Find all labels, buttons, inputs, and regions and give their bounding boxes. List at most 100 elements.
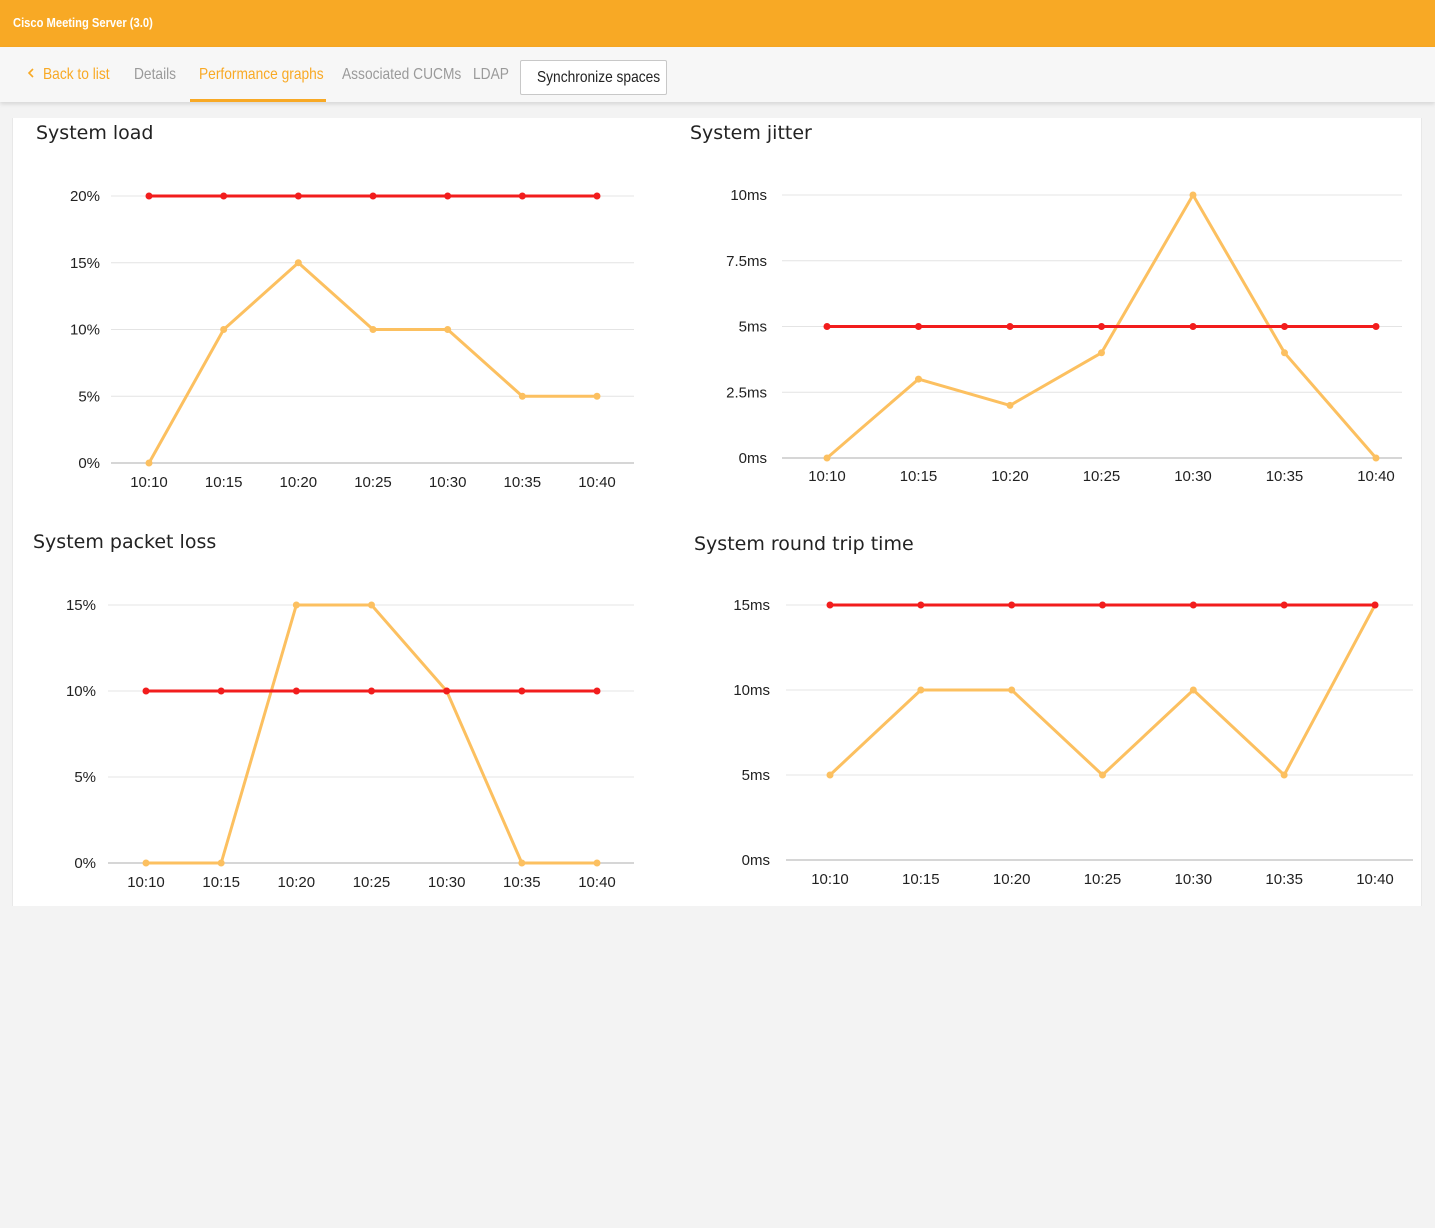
data-point [915, 375, 922, 383]
y-tick-label: 20% [70, 188, 100, 205]
threshold-point [369, 192, 377, 200]
x-tick-label: 10:40 [1356, 871, 1394, 888]
data-point [1372, 454, 1380, 462]
data-point [444, 326, 452, 333]
y-tick-label: 5% [78, 388, 100, 405]
data-point [1189, 191, 1197, 199]
synchronize-spaces-button[interactable]: Synchronize spaces [520, 60, 667, 95]
threshold-point [593, 192, 601, 200]
x-tick-label: 10:10 [130, 474, 168, 491]
x-tick-label: 10:40 [1357, 468, 1395, 485]
threshold-point [593, 687, 601, 695]
threshold-point [1008, 601, 1016, 609]
data-point [1280, 771, 1288, 779]
x-tick-label: 10:10 [808, 468, 846, 485]
threshold-point [915, 323, 922, 330]
back-to-list-link[interactable]: Back to list [43, 66, 110, 83]
threshold-point [443, 687, 451, 695]
data-point [292, 601, 300, 609]
x-tick-label: 10:35 [503, 874, 541, 891]
threshold-point [294, 192, 302, 200]
data-point [823, 454, 831, 462]
x-tick-label: 10:15 [900, 468, 938, 485]
chart-title-system-round-trip-time: System round trip time [694, 533, 914, 555]
threshold-point [826, 601, 834, 609]
data-point [294, 259, 302, 267]
threshold-point [917, 601, 925, 609]
data-point [593, 859, 601, 867]
data-point [1189, 686, 1197, 694]
x-tick-label: 10:35 [1266, 468, 1304, 485]
y-tick-label: 0% [74, 855, 96, 872]
threshold-point [518, 192, 526, 200]
x-tick-label: 10:25 [1084, 871, 1122, 888]
data-point [1006, 401, 1014, 409]
x-tick-label: 10:40 [578, 474, 616, 491]
x-tick-label: 10:30 [1174, 468, 1212, 485]
x-tick-label: 10:20 [993, 871, 1031, 888]
chevron-left-icon[interactable] [27, 66, 35, 80]
x-tick-label: 10:10 [127, 874, 165, 891]
x-tick-label: 10:35 [504, 474, 542, 491]
threshold-point [1099, 601, 1106, 609]
y-tick-label: 10ms [733, 682, 770, 699]
y-tick-label: 5% [74, 769, 96, 786]
chart-title-system-load: System load [36, 122, 154, 144]
threshold-point [444, 192, 452, 200]
tab-details[interactable]: Details [134, 66, 177, 83]
active-tab-indicator [190, 99, 326, 102]
y-tick-label: 0ms [739, 450, 767, 467]
data-point [369, 326, 377, 333]
data-point [220, 326, 228, 333]
threshold-point [1372, 323, 1380, 330]
threshold-point [217, 687, 225, 695]
data-point [1008, 686, 1016, 694]
threshold-point [292, 687, 300, 695]
x-tick-label: 10:25 [1083, 468, 1121, 485]
threshold-point [368, 687, 375, 695]
threshold-point [220, 192, 228, 200]
x-tick-label: 10:30 [428, 874, 466, 891]
data-point [1099, 771, 1106, 779]
y-tick-label: 0ms [742, 852, 770, 869]
x-tick-label: 10:25 [353, 874, 391, 891]
app-title: Cisco Meeting Server (3.0) [13, 15, 153, 30]
synchronize-spaces-label: Synchronize spaces [537, 69, 661, 86]
y-tick-label: 7.5ms [726, 253, 767, 270]
y-tick-label: 5ms [739, 319, 767, 336]
y-tick-label: 10% [66, 683, 96, 700]
data-point [1281, 349, 1288, 357]
threshold-point [1098, 323, 1105, 330]
tab-bar [0, 47, 1435, 102]
data-point [142, 859, 150, 867]
data-point [368, 601, 375, 609]
data-point [1098, 349, 1105, 357]
x-tick-label: 10:15 [902, 871, 940, 888]
tab-ldap[interactable]: LDAP [473, 66, 509, 83]
y-tick-label: 0% [78, 455, 100, 472]
chart-title-system-packet-loss: System packet loss [33, 531, 217, 553]
x-tick-label: 10:35 [1265, 871, 1303, 888]
data-point [518, 392, 526, 400]
tab-associated-cucms[interactable]: Associated CUCMs [342, 66, 462, 83]
y-tick-label: 15ms [733, 597, 770, 614]
threshold-point [1280, 601, 1288, 609]
chart-title-system-jitter: System jitter [690, 122, 812, 144]
x-tick-label: 10:20 [278, 874, 316, 891]
threshold-point [145, 192, 153, 200]
x-tick-label: 10:25 [354, 474, 392, 491]
threshold-point [518, 687, 526, 695]
y-tick-label: 2.5ms [726, 384, 767, 401]
tab-performance-graphs[interactable]: Performance graphs [199, 66, 324, 83]
x-tick-label: 10:20 [991, 468, 1029, 485]
x-tick-label: 10:20 [280, 474, 318, 491]
y-tick-label: 10% [70, 322, 100, 339]
x-tick-label: 10:40 [578, 874, 616, 891]
threshold-point [823, 323, 831, 330]
y-tick-label: 5ms [742, 767, 770, 784]
x-tick-label: 10:30 [429, 474, 467, 491]
y-tick-label: 15% [66, 597, 96, 614]
data-point [593, 392, 601, 400]
